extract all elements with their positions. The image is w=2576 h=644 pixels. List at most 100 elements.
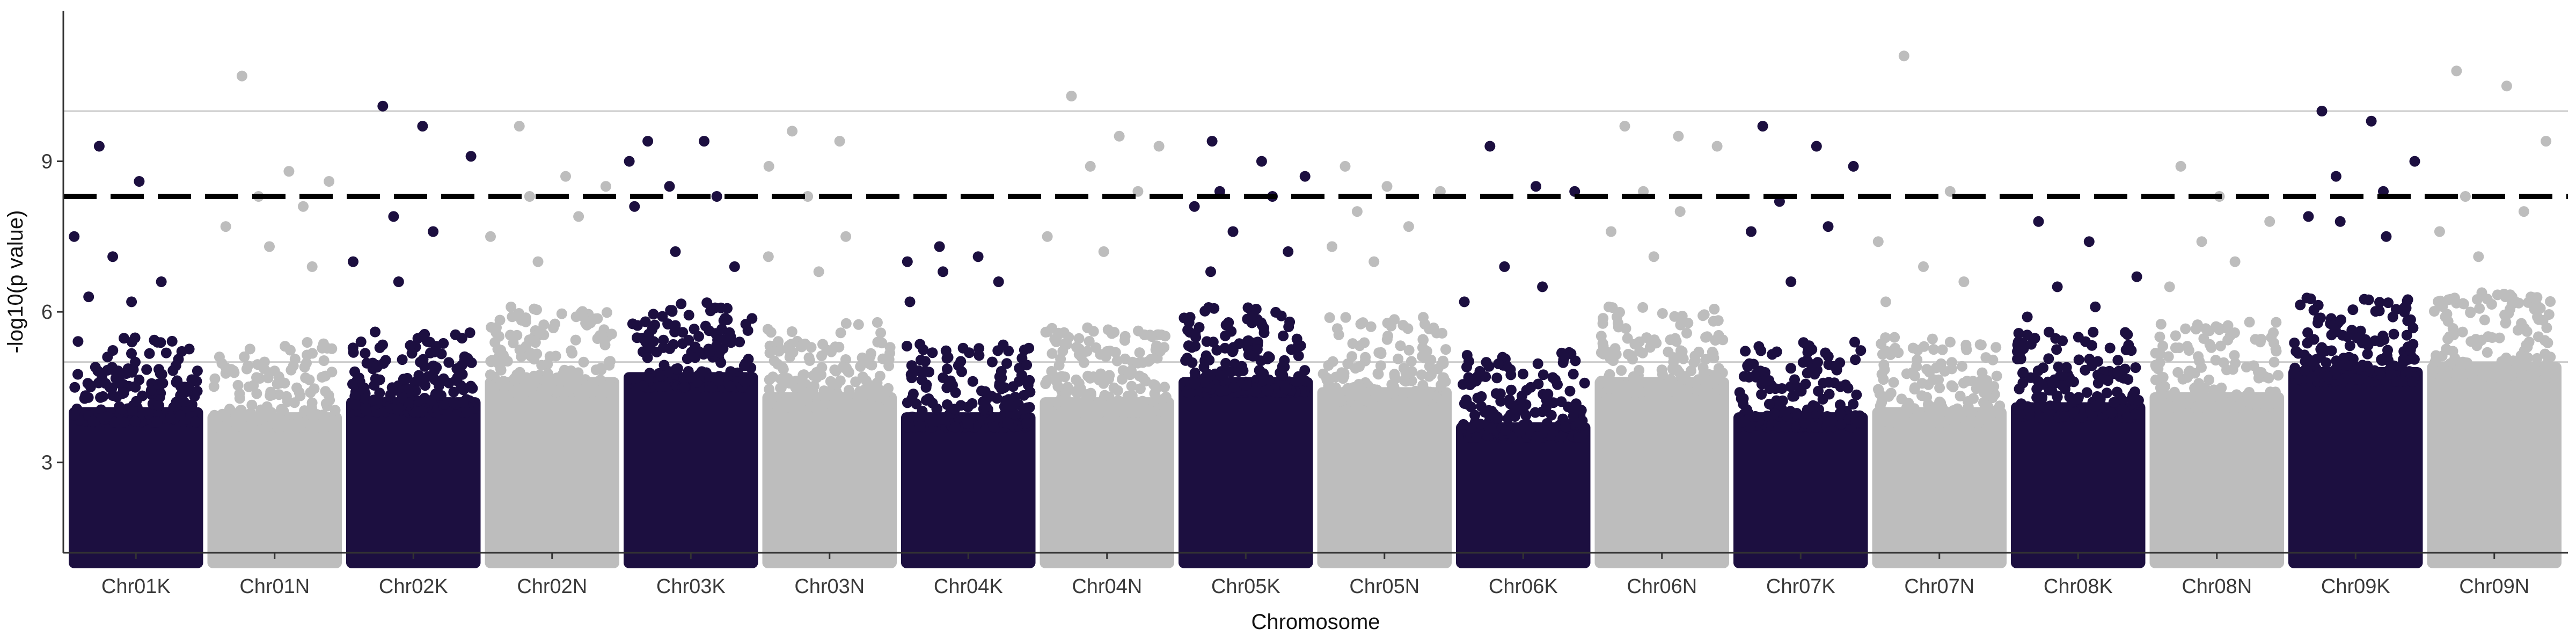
point bbox=[2306, 371, 2317, 382]
point bbox=[1156, 330, 1167, 340]
point bbox=[494, 314, 506, 326]
point bbox=[1095, 368, 1106, 379]
point bbox=[1785, 363, 1796, 374]
x-tick-Chr07K: Chr07K bbox=[1766, 575, 1835, 598]
top-point bbox=[624, 156, 635, 167]
point bbox=[2195, 399, 2206, 411]
top-point bbox=[834, 136, 845, 147]
point bbox=[2268, 356, 2280, 368]
point bbox=[2289, 338, 2300, 348]
point bbox=[1570, 355, 1581, 367]
point bbox=[208, 420, 219, 431]
point bbox=[1333, 396, 1344, 407]
point bbox=[1024, 386, 1036, 398]
point bbox=[811, 367, 822, 378]
point bbox=[127, 405, 138, 416]
point bbox=[906, 372, 917, 384]
point bbox=[1878, 374, 1889, 385]
point bbox=[2299, 365, 2310, 376]
dense-points-Chr09N bbox=[2427, 362, 2562, 568]
x-tick-Chr04K: Chr04K bbox=[934, 575, 1003, 598]
point bbox=[1146, 406, 1158, 417]
point bbox=[2457, 326, 2468, 338]
point bbox=[2122, 412, 2133, 423]
point bbox=[677, 338, 688, 349]
point bbox=[2059, 411, 2070, 422]
point bbox=[906, 360, 917, 371]
point bbox=[1046, 348, 1058, 359]
point bbox=[765, 389, 775, 400]
point bbox=[1264, 352, 1275, 363]
point bbox=[531, 348, 543, 360]
point bbox=[942, 352, 954, 363]
top-point bbox=[2022, 311, 2033, 323]
point bbox=[1921, 364, 1933, 375]
point bbox=[1046, 365, 1057, 377]
top-point bbox=[2460, 191, 2471, 202]
point bbox=[488, 385, 500, 397]
point bbox=[974, 343, 985, 354]
point bbox=[151, 416, 163, 428]
top-point bbox=[1206, 136, 1218, 147]
chromosome-Chr04K bbox=[901, 241, 1036, 568]
top-point bbox=[729, 261, 740, 272]
point bbox=[1670, 333, 1681, 344]
point bbox=[259, 356, 270, 368]
point bbox=[208, 381, 219, 392]
point bbox=[1678, 384, 1689, 396]
point bbox=[1007, 381, 1019, 392]
dense-points-Chr06K bbox=[1456, 422, 1591, 568]
top-point bbox=[2264, 216, 2275, 227]
point bbox=[2477, 371, 2489, 383]
point bbox=[773, 346, 785, 357]
point bbox=[1096, 406, 1107, 418]
point bbox=[1189, 367, 1201, 378]
x-tick-Chr08N: Chr08N bbox=[2182, 575, 2252, 598]
y-tick-6: 6 bbox=[41, 301, 53, 324]
top-point bbox=[2409, 156, 2420, 167]
point bbox=[552, 386, 563, 397]
point bbox=[252, 411, 262, 422]
point bbox=[295, 390, 306, 401]
point bbox=[1324, 312, 1335, 323]
point bbox=[265, 390, 276, 401]
point bbox=[1556, 396, 1567, 407]
point bbox=[1241, 379, 1252, 391]
point bbox=[577, 306, 588, 317]
point bbox=[722, 303, 733, 314]
point bbox=[1403, 345, 1415, 356]
top-point bbox=[1351, 206, 1363, 217]
point bbox=[1056, 371, 1067, 382]
point bbox=[1189, 378, 1201, 390]
point bbox=[1146, 331, 1158, 342]
point bbox=[369, 379, 380, 391]
point bbox=[311, 409, 323, 420]
point bbox=[1948, 382, 1959, 393]
point bbox=[792, 401, 803, 412]
point bbox=[655, 381, 666, 392]
point bbox=[807, 385, 818, 397]
point bbox=[1003, 346, 1014, 356]
point bbox=[1021, 360, 1033, 371]
point bbox=[2123, 374, 2134, 385]
point bbox=[1242, 313, 1253, 325]
point bbox=[2268, 327, 2279, 338]
point bbox=[2479, 314, 2490, 326]
point bbox=[1804, 340, 1815, 352]
point bbox=[1119, 331, 1131, 342]
point bbox=[424, 336, 435, 348]
point bbox=[1517, 368, 1528, 379]
point bbox=[2037, 379, 2048, 390]
point bbox=[1799, 418, 1810, 429]
point bbox=[662, 318, 674, 330]
point bbox=[817, 339, 828, 350]
point bbox=[831, 379, 843, 390]
point bbox=[1604, 369, 1615, 380]
point bbox=[1001, 358, 1012, 369]
point bbox=[2112, 355, 2124, 366]
point bbox=[2190, 324, 2201, 335]
point bbox=[2081, 387, 2092, 398]
point bbox=[1532, 358, 1543, 369]
point bbox=[184, 343, 195, 355]
point bbox=[2359, 361, 2370, 372]
